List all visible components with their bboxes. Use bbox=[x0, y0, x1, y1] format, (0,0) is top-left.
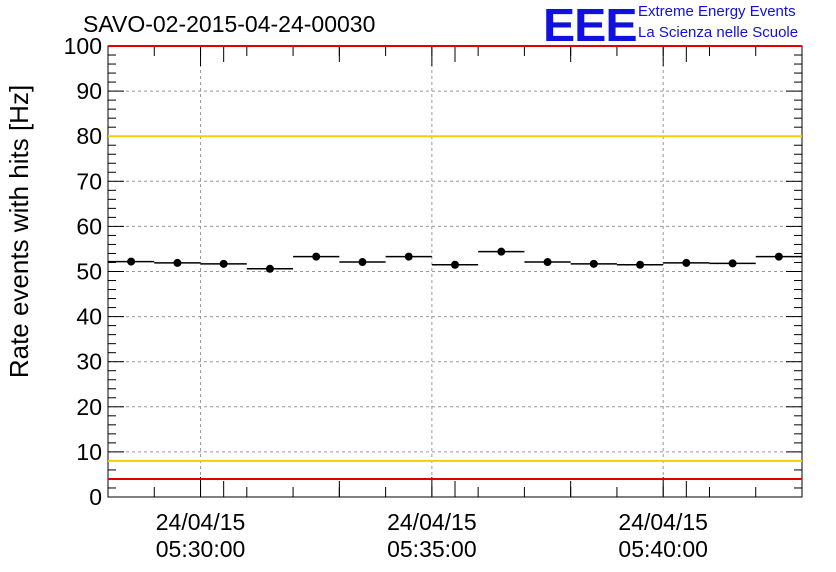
x-tick-time-label: 05:40:00 bbox=[618, 536, 708, 562]
data-point bbox=[451, 260, 459, 269]
run-title: SAVO-02-2015-04-24-00030 bbox=[83, 11, 376, 37]
y-tick-label: 70 bbox=[76, 168, 102, 194]
x-tick-date-label: 24/04/15 bbox=[156, 509, 246, 535]
data-point bbox=[543, 258, 552, 267]
data-point bbox=[173, 258, 182, 267]
y-tick-label: 10 bbox=[76, 439, 102, 465]
y-axis-label: Rate events with hits [Hz] bbox=[4, 85, 34, 378]
data-point bbox=[589, 259, 598, 268]
x-tick-date-label: 24/04/15 bbox=[387, 509, 477, 535]
y-tick-label: 100 bbox=[64, 33, 102, 59]
eee-logo: EEE Extreme Energy Events La Scienza nel… bbox=[543, 0, 833, 51]
y-tick-label: 50 bbox=[76, 259, 102, 285]
data-point bbox=[774, 252, 783, 261]
x-tick-time-label: 05:35:00 bbox=[387, 536, 477, 562]
data-point bbox=[219, 259, 228, 268]
data-point bbox=[728, 259, 737, 268]
y-tick-label: 40 bbox=[76, 304, 102, 330]
data-point bbox=[312, 252, 321, 261]
data-point bbox=[682, 258, 691, 267]
data-point bbox=[127, 257, 136, 266]
y-tick-label: 60 bbox=[76, 213, 102, 239]
data-point bbox=[265, 264, 274, 273]
y-tick-label: 0 bbox=[89, 484, 102, 510]
y-tick-label: 90 bbox=[76, 78, 102, 104]
eee-logo-line2: La Scienza nelle Scuole bbox=[638, 24, 799, 41]
y-tick-label: 80 bbox=[76, 123, 102, 149]
data-point bbox=[497, 247, 506, 256]
x-tick-time-label: 05:30:00 bbox=[156, 536, 246, 562]
eee-logo-mark: EEE bbox=[543, 0, 638, 51]
y-tick-label: 20 bbox=[76, 394, 102, 420]
x-tick-date-label: 24/04/15 bbox=[618, 509, 708, 535]
data-point bbox=[636, 260, 645, 269]
data-point bbox=[404, 252, 413, 261]
y-tick-label: 30 bbox=[76, 349, 102, 375]
data-point bbox=[358, 258, 367, 267]
eee-logo-line1: Extreme Energy Events bbox=[638, 3, 796, 20]
